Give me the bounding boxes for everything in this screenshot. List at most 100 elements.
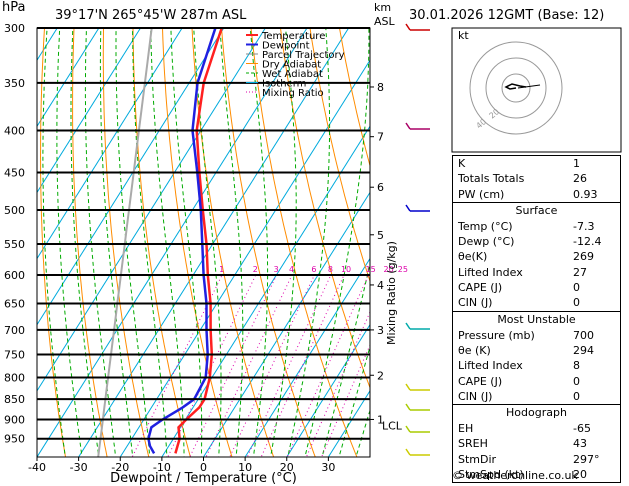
most-unstable-section: Most Unstable Pressure (mb) 700 θe (K) 294 L…	[452, 311, 621, 406]
index-label: Totals Totals	[458, 172, 525, 186]
isotherm-line	[37, 28, 58, 62]
location-title: 39°17'N 265°45'W 287m ASL	[55, 8, 247, 23]
legend-label: Dewpoint	[262, 41, 310, 52]
pressure-unit: hPa	[2, 0, 25, 15]
hodograph-stat-value: -65	[573, 422, 591, 436]
wet-adiabat-line	[321, 261, 370, 457]
index-label: K	[458, 157, 466, 170]
mixing-ratio-line	[286, 274, 369, 457]
wet-adiabat-line	[170, 28, 203, 457]
pressure-tick-label: 750	[4, 348, 25, 361]
mixing-ratio-label: 4	[289, 265, 294, 274]
hodograph-stat-row: StmSpd (kt) 20	[453, 467, 620, 482]
surface-value: 269	[573, 250, 594, 264]
wet-adiabat-line	[56, 28, 83, 457]
index-value: 0.93	[573, 187, 598, 201]
wind-barb-flag	[405, 448, 411, 456]
hodograph-stats-title: Hodograph	[506, 406, 567, 420]
wet-adiabat-line	[150, 28, 185, 457]
legend-label: Temperature	[261, 31, 325, 42]
most-unstable-label: Pressure (mb)	[458, 328, 535, 342]
mixing-ratio-label: 1	[219, 265, 224, 274]
surface-row: θe(K) 269	[453, 249, 620, 264]
pressure-tick-label: 450	[4, 166, 25, 179]
isotherm-line	[37, 28, 183, 260]
isotherm-line	[119, 59, 370, 457]
surface-section: Surface Temp (°C) -7.3 Dewp (°C) -12.4 θe(K)…	[452, 202, 621, 312]
hodograph-ring-1	[501, 73, 531, 103]
index-row: Totals Totals 26	[453, 171, 620, 186]
indices-table: K 1 Totals Totals 26 PW (cm) 0.93	[452, 155, 621, 203]
surface-label: Temp (°C)	[458, 219, 513, 233]
mixing-ratio-line	[305, 310, 370, 457]
pressure-tick-label: 650	[4, 298, 25, 311]
isotherm-line	[161, 125, 370, 457]
sounding-curves	[97, 28, 223, 457]
x-tick-label: 0	[200, 461, 207, 474]
most-unstable-row: θe (K) 294	[453, 343, 620, 358]
x-tick-label: 30	[321, 461, 335, 474]
isotherm-line	[244, 257, 370, 457]
most-unstable-row: Pressure (mb) 700	[453, 328, 620, 343]
hodograph-storm-motion	[517, 84, 541, 89]
surface-label: Dewp (°C)	[458, 235, 515, 249]
mixing-ratio-line	[205, 274, 293, 457]
km-tick-label: 3	[377, 324, 384, 337]
most-unstable-value: 8	[573, 359, 580, 373]
surface-row: Dewp (°C) -12.4	[453, 234, 620, 249]
wet-adiabat-line	[70, 28, 100, 457]
hodograph-stat-value: 297°	[573, 452, 600, 466]
pressure-tick-label: 350	[4, 77, 25, 90]
hodograph-ring-2	[485, 57, 547, 119]
wet-adiabat-line	[219, 28, 244, 457]
wind-barb-flag	[405, 204, 411, 212]
surface-label: Lifted Index	[458, 265, 523, 279]
most-unstable-row: CIN (J) 0	[453, 389, 620, 404]
most-unstable-value: 0	[573, 374, 580, 388]
mixing-ratio-label: 2	[253, 265, 258, 274]
surface-label: θe(K)	[458, 250, 488, 264]
legend-label: Wet Adiabat	[262, 69, 323, 80]
wet-adiabat-line	[99, 28, 134, 457]
hodograph-stat-row: SREH 43	[453, 436, 620, 451]
x-tick-label: -40	[28, 461, 46, 474]
x-tick-label: 20	[280, 461, 294, 474]
index-value: 1	[573, 157, 580, 170]
wet-adiabat-line	[84, 28, 117, 457]
hodograph: kt 20 40	[451, 27, 622, 153]
wet-adiabat-line	[193, 28, 222, 457]
dry-adiabat-line	[279, 28, 370, 389]
copyright-text[interactable]: © weatheronline.co.uk	[452, 469, 578, 482]
mixing-ratio-axis-label: Mixing Ratio (g/kg)	[385, 241, 398, 345]
dewpoint-line	[147, 28, 217, 455]
legend-label: Parcel Trajectory	[262, 50, 345, 61]
most-unstable-row: CAPE (J) 0	[453, 374, 620, 389]
wet-adiabat-line	[42, 28, 66, 457]
most-unstable-row: Lifted Index 8	[453, 358, 620, 373]
pressure-tick-label: 550	[4, 238, 25, 251]
surface-row: CIN (J) 0	[453, 295, 620, 310]
pressure-tick-label: 950	[4, 433, 25, 446]
pressure-tick-label: 300	[4, 22, 25, 35]
surface-value: -12.4	[573, 235, 602, 249]
legend-label: Dry Adiabat	[262, 60, 321, 71]
km-tick-label: 5	[377, 229, 384, 242]
surface-title: Surface	[515, 203, 558, 217]
wet-adiabat-line	[115, 28, 151, 457]
isotherm-line	[37, 28, 142, 194]
pressure-tick-label: 400	[4, 125, 25, 138]
mixing-ratio-label: 25	[398, 265, 408, 274]
x-tick-label: -20	[111, 461, 129, 474]
hodograph-stat-value: 43	[573, 437, 587, 451]
hodograph-stat-label: StmSpd (kt)	[458, 468, 524, 482]
indices-panel: K 1 Totals Totals 26 PW (cm) 0.93 Surface Tem…	[452, 155, 621, 484]
surface-label: CIN (J)	[458, 296, 493, 310]
hodograph-ring-3	[469, 41, 563, 135]
mixing-ratio-line	[260, 274, 345, 457]
dry-adiabat-line	[220, 28, 316, 457]
legend-label: Mixing Ratio	[262, 88, 324, 99]
most-unstable-value: 0	[573, 389, 580, 403]
x-tick-label: -10	[153, 461, 171, 474]
pressure-tick-label: 850	[4, 393, 25, 406]
